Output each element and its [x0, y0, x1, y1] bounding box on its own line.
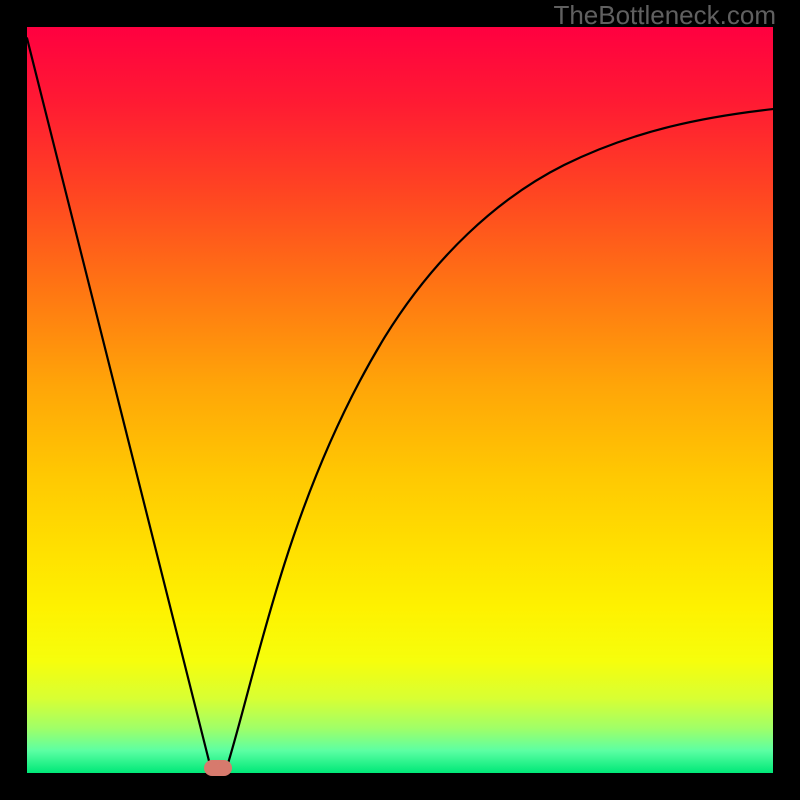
plot-area	[27, 27, 773, 773]
minimum-marker	[204, 760, 232, 776]
chart-frame: TheBottleneck.com	[0, 0, 800, 800]
background-gradient	[27, 27, 773, 773]
attribution-text: TheBottleneck.com	[553, 0, 776, 31]
